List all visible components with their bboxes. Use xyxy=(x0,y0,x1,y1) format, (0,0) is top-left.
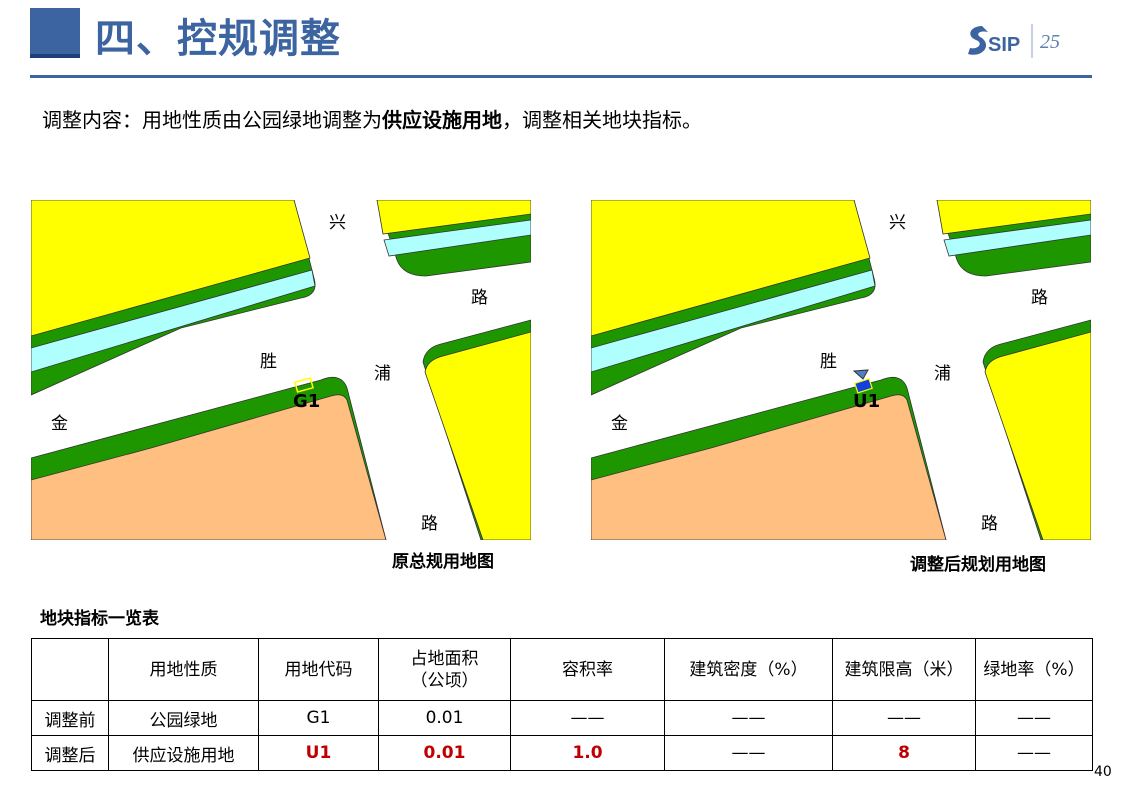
cell: 8 xyxy=(832,735,976,771)
block-nw-cyan xyxy=(591,269,876,373)
parcel-marker-icon xyxy=(852,369,869,380)
cell: —— xyxy=(975,700,1093,736)
page-number: 40 xyxy=(1094,764,1112,780)
parcel-code-label: G1 xyxy=(293,391,320,412)
road-label-lu-north: 路 xyxy=(1031,288,1048,308)
road-label-jin: 金 xyxy=(51,414,68,434)
block-ne-yellow xyxy=(376,200,531,235)
page-title: 四、控规调整 xyxy=(95,16,341,62)
table-row: 调整后 供应设施用地 U1 0.01 1.0 —— 8 —— xyxy=(31,735,1093,771)
block-e-yellow xyxy=(984,331,1091,540)
header-cell: 建筑密度（%） xyxy=(664,638,833,701)
cell: 1.0 xyxy=(510,735,665,771)
road-label-xing: 兴 xyxy=(329,213,346,233)
title-accent-block xyxy=(30,8,80,56)
sip-logo: SIP 25 xyxy=(968,24,1060,58)
block-ne-cyan xyxy=(383,219,531,257)
parcel-code-label: U1 xyxy=(853,391,880,412)
header-cell: 建筑限高（米） xyxy=(832,638,976,701)
adjustment-description: 调整内容：用地性质由公园绿地调整为供应设施用地，调整相关地块指标。 xyxy=(42,108,702,132)
road-label-sheng: 胜 xyxy=(260,352,277,372)
block-nw-cyan xyxy=(31,269,316,373)
cell: 0.01 xyxy=(378,735,511,771)
cell: U1 xyxy=(258,735,379,771)
block-e-yellow xyxy=(424,331,531,540)
header-cell xyxy=(31,638,109,701)
cell: —— xyxy=(510,700,665,736)
road-label-lu-south: 路 xyxy=(421,514,438,534)
title-divider xyxy=(30,75,1092,78)
cell: —— xyxy=(664,700,833,736)
parcel-u1 xyxy=(854,378,873,394)
block-sw-orange xyxy=(591,394,947,540)
parcel-g1 xyxy=(294,377,314,393)
table-row: 调整前 公园绿地 G1 0.01 —— —— —— —— xyxy=(31,700,1093,736)
adjusted-map-caption: 调整后规划用地图 xyxy=(910,555,1046,575)
road-label-jin: 金 xyxy=(611,414,628,434)
road-label-lu-south: 路 xyxy=(981,514,998,534)
road-label-xing: 兴 xyxy=(889,213,906,233)
header-cell: 占地面积 （公顷） xyxy=(378,638,511,701)
cell: 供应设施用地 xyxy=(108,735,259,771)
cell: 调整前 xyxy=(31,700,109,736)
block-nw-yellow xyxy=(31,200,311,337)
header-cell: 用地代码 xyxy=(258,638,379,701)
road-label-lu-north: 路 xyxy=(471,288,488,308)
header-cell: 绿地率（%） xyxy=(975,638,1093,701)
block-ne-cyan xyxy=(943,219,1091,257)
block-nw-yellow xyxy=(591,200,871,337)
svg-text:SIP: SIP xyxy=(988,34,1020,56)
svg-text:25: 25 xyxy=(1040,31,1060,53)
cell: —— xyxy=(664,735,833,771)
road-label-sheng: 胜 xyxy=(820,352,837,372)
cell: 调整后 xyxy=(31,735,109,771)
table-title: 地块指标一览表 xyxy=(40,609,159,629)
cell: 0.01 xyxy=(378,700,511,736)
cell: 公园绿地 xyxy=(108,700,259,736)
road-label-pu: 浦 xyxy=(934,364,951,384)
cell: —— xyxy=(975,735,1093,771)
header-cell: 用地性质 xyxy=(108,638,259,701)
cell: —— xyxy=(832,700,976,736)
title-accent-underline xyxy=(30,54,80,58)
table-header-row: 用地性质 用地代码 占地面积 （公顷） 容积率 建筑密度（%） 建筑限高（米） 绿… xyxy=(31,638,1093,701)
block-ne-yellow xyxy=(936,200,1091,235)
road-label-pu: 浦 xyxy=(374,364,391,384)
parcel-index-table: 用地性质 用地代码 占地面积 （公顷） 容积率 建筑密度（%） 建筑限高（米） 绿… xyxy=(31,638,1093,771)
cell: G1 xyxy=(258,700,379,736)
header-cell: 容积率 xyxy=(510,638,665,701)
block-sw-orange xyxy=(31,394,387,540)
original-map-caption: 原总规用地图 xyxy=(392,552,494,572)
